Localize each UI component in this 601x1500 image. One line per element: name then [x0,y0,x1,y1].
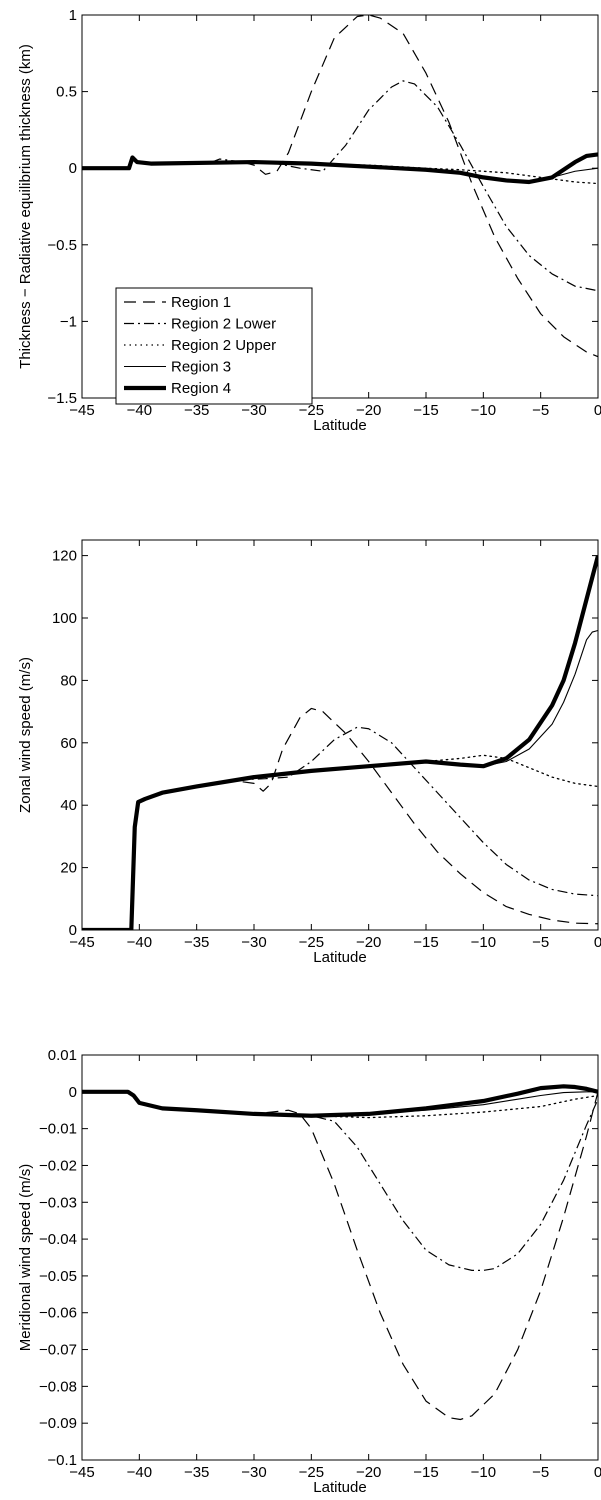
legend: Region 1 Region 2 Lower Region 2 Upper Regi… [115,287,313,405]
y-tick-label: 80 [60,672,77,689]
axes-frame [81,1054,599,1461]
y-tick-label: 0 [69,160,77,177]
x-axis-label: Latitude [313,1479,366,1496]
x-tick-label: −5 [532,402,549,419]
y-tick-label: 60 [60,735,77,752]
x-tick-label: −40 [127,934,152,951]
axes-frame [81,14,599,399]
series-line-region-2-lower [82,1091,598,1271]
legend-label: Region 2 Lower [171,316,276,333]
y-tick-label: −0.04 [39,1231,77,1248]
series-group [82,14,598,358]
x-tick-label: 0 [594,934,601,951]
series-line-region-2-upper [82,754,598,930]
y-axis-label: Meridional wind speed (m/s) [17,1164,34,1352]
y-tick-label: −0.07 [39,1342,77,1359]
series-line-region-2-lower [82,80,598,292]
chart-panel-3: −45 −40 −35 −30 −25 −20 −15 −10 −5 0 −0.1 −0.09 −0.0… [17,1047,601,1496]
y-axis-label: Thickness − Radiative equilibrium thickn… [17,44,34,369]
x-tick-label: −35 [184,1464,209,1481]
x-tick-label: −30 [241,934,266,951]
y-tick-label: −0.08 [39,1378,77,1395]
series-line-region-3 [82,156,598,183]
chart-panel-1: −45 −40 −35 −30 −25 −20 −15 −10 −5 0 −1.5 −1 −0.5 0 0.… [17,7,601,434]
x-tick-label: −30 [241,1464,266,1481]
y-tick-label: −0.02 [39,1157,77,1174]
y-tick-label: 0.5 [56,84,77,101]
y-tick-label: −0.09 [39,1415,77,1432]
y-axis-label: Zonal wind speed (m/s) [17,657,34,813]
x-tick-label: −40 [127,402,152,419]
legend-box [115,287,313,405]
y-tick-label: −0.03 [39,1194,77,1211]
legend-label: Region 2 Upper [171,337,276,354]
y-tick-label: −0.5 [47,237,77,254]
x-tick-label: −10 [471,934,496,951]
series-line-region-3 [82,629,598,930]
y-tick-label: −0.1 [47,1452,77,1469]
y-tick-label: 0 [69,1084,77,1101]
x-tick-label: −25 [299,934,324,951]
x-tick-label: −25 [299,402,324,419]
x-tick-label: −45 [69,402,94,419]
x-axis-label: Latitude [313,949,366,966]
x-tick-label: −15 [413,934,438,951]
x-tick-label: −35 [184,934,209,951]
y-tick-label: 120 [52,548,77,565]
x-tick-label: −20 [356,934,381,951]
series-group [82,555,598,930]
y-tick-label: 1 [69,7,77,24]
y-tick-label: 20 [60,860,77,877]
x-tick-label: −40 [127,1464,152,1481]
series-line-region-1 [82,707,598,930]
x-tick-label: −45 [69,934,94,951]
legend-label: Region 3 [171,359,231,376]
x-tick-label: −10 [471,402,496,419]
series-line-region-4 [82,555,598,930]
series-line-region-3 [82,1091,598,1117]
x-tick-label: −45 [69,1464,94,1481]
y-tick-label: 100 [52,610,77,627]
axes-frame [81,539,599,931]
x-tick-label: −5 [532,1464,549,1481]
x-tick-label: −10 [471,1464,496,1481]
x-tick-label: 0 [594,1464,601,1481]
x-tick-label: −25 [299,1464,324,1481]
series-group [82,1084,598,1421]
x-tick-label: −15 [413,1464,438,1481]
series-line-region-2-lower [82,726,598,930]
legend-label: Region 1 [171,294,231,311]
y-tick-label: −1 [60,313,77,330]
x-tick-label: −30 [241,402,266,419]
x-tick-label: −5 [532,934,549,951]
x-tick-label: 0 [594,402,601,419]
legend-label: Region 4 [171,380,231,397]
x-tick-label: −20 [356,402,381,419]
series-line-region-4 [82,1084,598,1118]
y-tick-label: 0.01 [48,1047,77,1064]
x-tick-label: −35 [184,402,209,419]
y-tick-label: −0.06 [39,1305,77,1322]
y-tick-label: 0 [69,922,77,939]
series-line-region-1 [82,1091,598,1421]
y-tick-label: 40 [60,797,77,814]
x-tick-label: −20 [356,1464,381,1481]
y-tick-label: −0.01 [39,1121,77,1138]
y-tick-label: −1.5 [47,390,77,407]
y-tick-label: −0.05 [39,1268,77,1285]
chart-panel-2: −45 −40 −35 −30 −25 −20 −15 −10 −5 0 0 20 40 60 80 100 1… [17,539,601,966]
x-tick-label: −15 [413,402,438,419]
x-axis-label: Latitude [313,417,366,434]
series-line-region-4 [82,152,598,185]
